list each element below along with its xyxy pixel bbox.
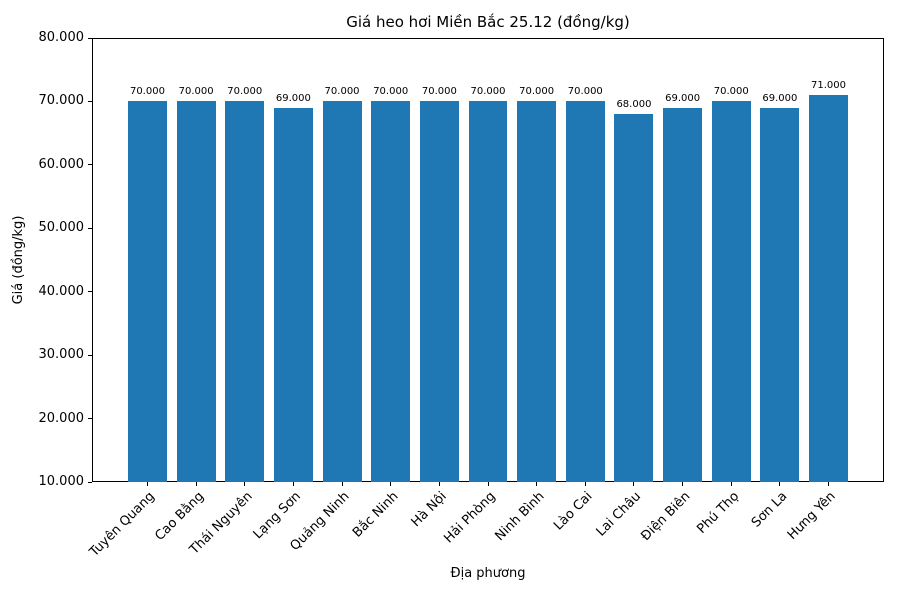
x-tick-mark	[341, 482, 343, 486]
x-tick-mark	[390, 482, 392, 486]
x-tick-label: Lào Cai	[551, 489, 596, 534]
x-tick-label: Hưng Yên	[785, 489, 840, 543]
x-tick-label: Tuyên Quang	[87, 489, 159, 560]
y-tick-label: 30.000	[38, 347, 85, 363]
x-tick-label: Hà Nội	[408, 489, 450, 531]
y-tick-label: 60.000	[38, 156, 85, 172]
x-tick-mark	[292, 482, 294, 486]
x-tick-label: Lai Châu	[593, 489, 645, 540]
x-tick-mark	[828, 482, 830, 486]
x-tick-label: Hải Phòng	[441, 489, 499, 547]
y-tick-label: 20.000	[38, 410, 85, 426]
y-axis-label: Giá (đồng/kg)	[11, 215, 26, 305]
x-tick-mark	[195, 482, 197, 486]
x-tick-mark	[487, 482, 489, 486]
x-tick-mark	[536, 482, 538, 486]
y-tick-label: 80.000	[38, 30, 85, 45]
x-tick-label: Điện Biên	[638, 489, 694, 545]
x-tick-mark	[633, 482, 635, 486]
x-tick-mark	[730, 482, 732, 486]
plot-area	[92, 38, 884, 482]
x-tick-mark	[779, 482, 781, 486]
x-tick-label: Bắc Ninh	[349, 489, 402, 541]
x-tick-mark	[584, 482, 586, 486]
x-tick-label: Quảng Ninh	[287, 489, 353, 554]
x-tick-label: Phú Thọ	[694, 489, 742, 537]
x-tick-label: Cao Bằng	[151, 489, 207, 544]
x-axis-label: Địa phương	[450, 566, 526, 581]
x-tick-mark	[146, 482, 148, 486]
x-tick-label: Sơn La	[748, 489, 791, 531]
x-tick-label: Ninh Bình	[492, 489, 548, 545]
y-tick-label: 10.000	[38, 474, 85, 489]
x-tick-label: Lạng Sơn	[250, 489, 304, 543]
x-tick-mark	[682, 482, 684, 486]
x-tick-mark	[244, 482, 246, 486]
x-tick-label: Thái Nguyên	[186, 489, 256, 558]
x-tick-mark	[438, 482, 440, 486]
chart-title: Giá heo hơi Miền Bắc 25.12 (đồng/kg)	[346, 13, 630, 31]
y-tick-label: 70.000	[38, 93, 85, 109]
